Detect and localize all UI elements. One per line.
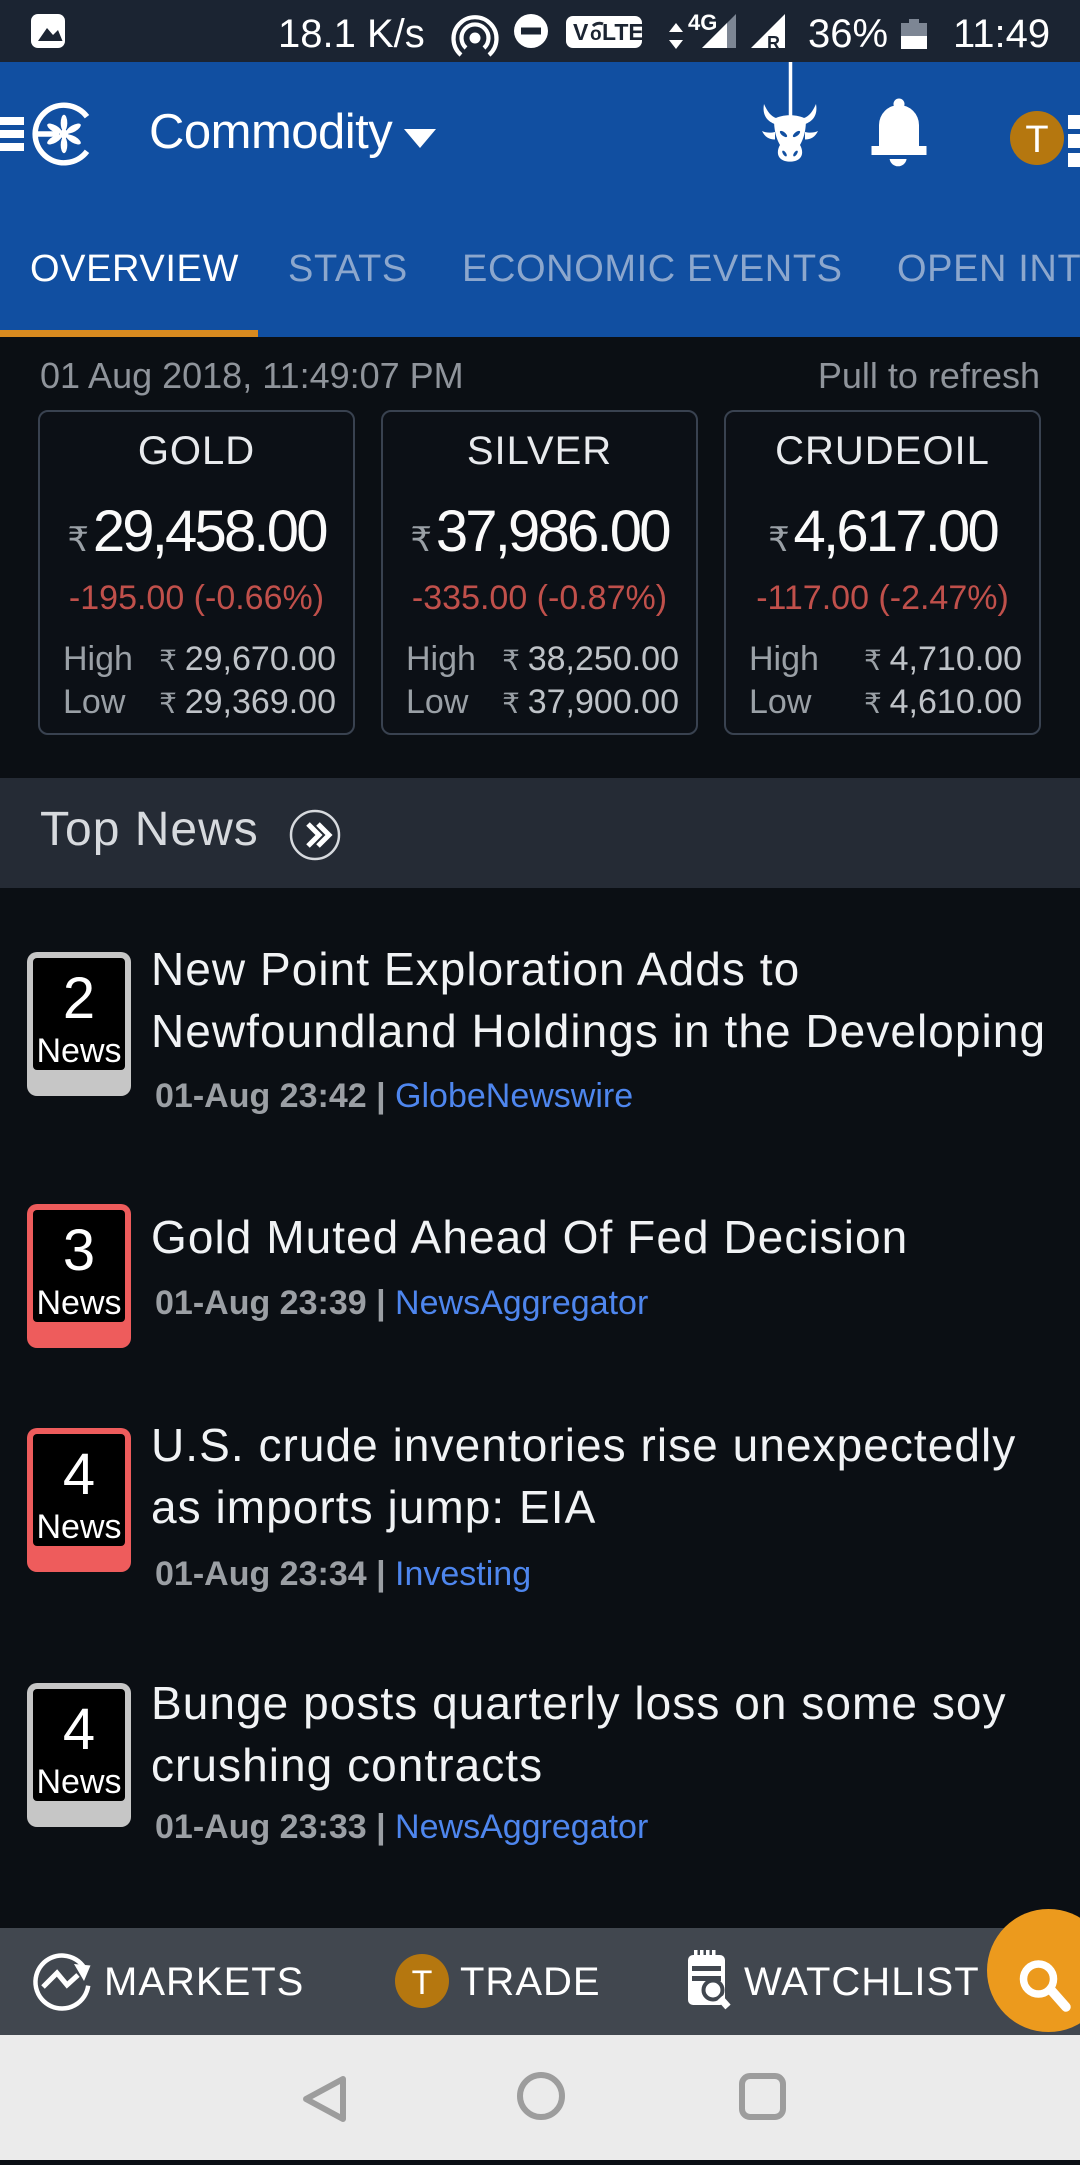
svg-text:R: R [767,33,780,53]
svg-text:T: T [412,1964,433,2002]
svg-text:36%: 36% [808,12,888,56]
svg-text:T: T [1025,119,1048,161]
svg-text:LTE: LTE [602,19,644,45]
svg-text:4G: 4G [688,10,717,35]
svg-text:V: V [573,19,589,45]
svg-text:18.1 K/s: 18.1 K/s [278,12,425,56]
svg-text:o: o [590,24,602,45]
svg-text:11:49: 11:49 [953,12,1050,56]
